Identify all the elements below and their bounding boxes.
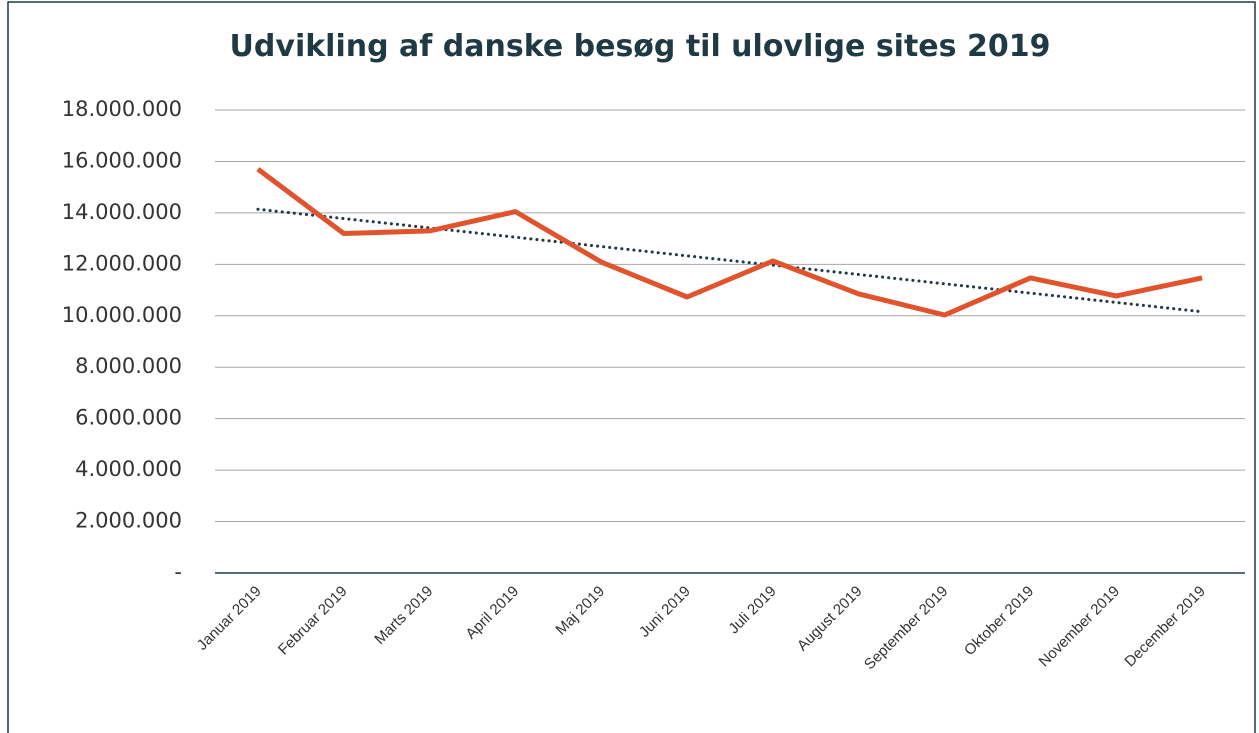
x-tick-label: Juni 2019 [636,583,694,641]
y-tick-label: 2.000.000 [75,509,182,533]
line-series [256,167,1203,318]
y-tick-label: 12.000.000 [62,251,182,275]
x-tick-label: Januar 2019 [194,583,265,654]
x-tick-label: Februar 2019 [275,583,351,659]
y-tick-label: - [174,560,182,584]
x-tick-label: Oktober 2019 [961,583,1037,659]
x-tick-label: August 2019 [794,583,866,655]
y-tick-label: 6.000.000 [75,406,182,430]
x-tick-label: April 2019 [462,583,522,643]
y-tick-label: 16.000.000 [62,148,182,172]
x-tick-label: Marts 2019 [371,583,436,648]
x-tick-label: Juli 2019 [725,583,779,637]
x-tick-label: December 2019 [1121,583,1208,670]
chart-border [7,1,1256,733]
y-tick-label: 10.000.000 [62,303,182,327]
x-tick-label: Maj 2019 [552,583,608,639]
chart-title: Udvikling af danske besøg til ulovlige s… [230,29,1051,64]
y-tick-label: 8.000.000 [75,354,182,378]
trendline [256,207,1204,314]
x-tick-label: September 2019 [861,583,951,673]
x-tick-label: November 2019 [1036,583,1123,670]
y-tick-label: 14.000.000 [62,200,182,224]
y-tick-label: 4.000.000 [75,457,182,481]
y-tick-label: 18.000.000 [62,97,182,121]
